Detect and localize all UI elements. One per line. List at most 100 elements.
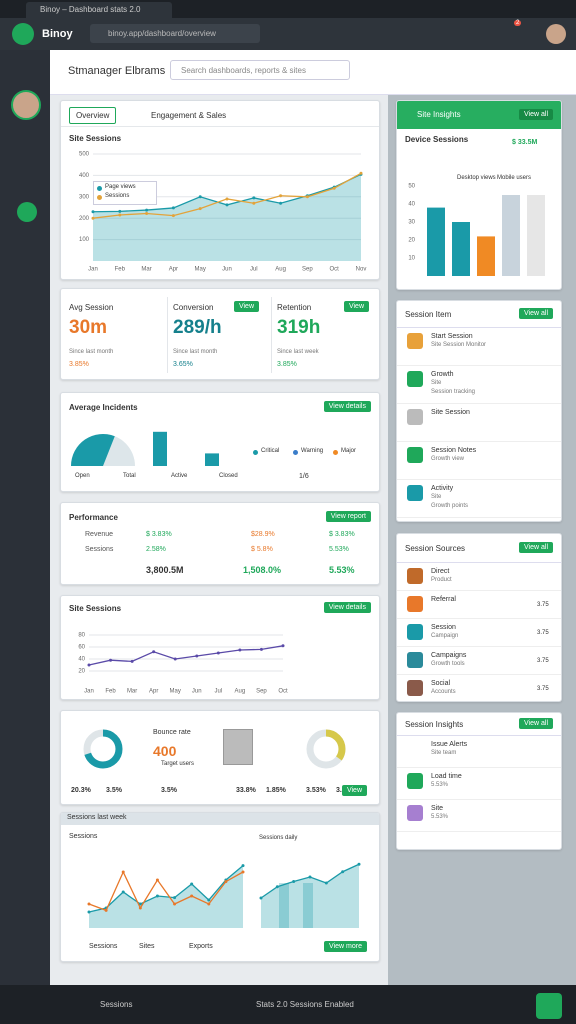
point (138, 902, 142, 906)
divider (61, 126, 379, 127)
point (279, 194, 283, 198)
icon (407, 568, 423, 584)
point (87, 663, 91, 667)
label: Growth view (431, 456, 465, 462)
icon (407, 652, 423, 668)
tab[interactable]: Binoy – Dashboard stats 2.0 (26, 2, 172, 18)
row-divider (397, 590, 561, 591)
area (89, 865, 243, 928)
profile[interactable] (11, 90, 41, 120)
label: Issue Alerts (431, 741, 468, 748)
x-tick-label: Sep (256, 689, 267, 695)
y-tick-label: 40 (408, 202, 415, 208)
gauge (71, 434, 115, 466)
point (145, 211, 149, 215)
button[interactable]: View details (323, 401, 371, 412)
bar (153, 431, 167, 466)
point (224, 880, 228, 884)
sources-card: Session Sources View all Direct Product Refe… (396, 533, 562, 702)
kpi-value: 289/h (173, 317, 222, 338)
point (241, 870, 245, 874)
bar (502, 195, 520, 276)
button[interactable]: View (343, 301, 369, 312)
button[interactable]: View (233, 301, 259, 312)
label: Referral (431, 596, 456, 603)
button[interactable]: View all (519, 718, 553, 729)
label: Site Insights (417, 110, 461, 119)
tab[interactable]: Engagement & Sales (151, 111, 227, 120)
label: Site (431, 494, 442, 500)
icon (407, 773, 423, 789)
label: Product (431, 577, 452, 583)
label: Sites (139, 943, 155, 950)
point (357, 862, 361, 866)
x-tick-label: Mar (127, 689, 137, 695)
point (121, 890, 125, 894)
label: 5.53% (329, 546, 349, 553)
row-divider (397, 674, 561, 675)
bar (279, 883, 289, 928)
label: 3.85% (277, 361, 297, 368)
avatar[interactable] (546, 24, 566, 44)
point (173, 902, 177, 906)
label: Mobile users (497, 175, 532, 181)
label: Sessions daily (259, 835, 298, 841)
point (241, 864, 245, 868)
y-tick-label: 500 (79, 152, 90, 158)
label: Growth tools (431, 661, 465, 667)
x-tick-label: Jan (88, 267, 98, 273)
page-title: Stmanager Elbrams (68, 65, 166, 77)
x-tick-label: Oct (278, 689, 288, 695)
active-nav[interactable] (17, 202, 37, 222)
label: Session tracking (431, 389, 476, 395)
point (145, 208, 149, 212)
logo[interactable] (12, 23, 34, 45)
label: Exports (189, 943, 213, 950)
point (341, 870, 345, 874)
chart (87, 862, 361, 928)
label: 3.75 (537, 658, 549, 664)
label: $ 3.83% (146, 531, 172, 538)
search-text: Search dashboards, reports & sites (181, 66, 306, 75)
button[interactable]: View all (519, 109, 553, 120)
row-divider (397, 831, 561, 832)
search[interactable]: Search dashboards, reports & sites (170, 60, 350, 80)
legend-swatch (253, 450, 258, 455)
button[interactable]: View more (324, 941, 367, 952)
x-tick-label: Feb (115, 267, 126, 273)
point (332, 186, 336, 190)
label: Load time (431, 773, 462, 780)
point (198, 207, 202, 211)
icon (407, 596, 423, 612)
button[interactable]: View (341, 785, 367, 796)
legend-swatch (293, 450, 298, 455)
point (155, 894, 159, 898)
icon (407, 447, 423, 463)
button[interactable]: View all (519, 308, 553, 319)
label: 2.58% (146, 546, 166, 553)
label: Bounce rate (153, 729, 191, 736)
url-bar[interactable]: binoy.app/dashboard/overview (90, 24, 260, 43)
footer-center: Stats 2.0 Sessions Enabled (256, 1000, 354, 1009)
sidebar (0, 50, 50, 985)
kpi-value: 319h (277, 317, 321, 338)
footer-bar: Sessions Stats 2.0 Sessions Enabled (0, 985, 576, 1024)
label: Session Item (405, 310, 452, 319)
line (88, 645, 284, 666)
button[interactable]: View report (325, 511, 371, 522)
point (207, 902, 211, 906)
label: Campaign (431, 633, 459, 639)
point (324, 881, 328, 885)
button[interactable]: View details (323, 602, 371, 613)
legend-swatch (333, 450, 338, 455)
point (195, 654, 199, 658)
x-tick-label: Sep (302, 267, 313, 273)
button[interactable]: View all (519, 542, 553, 553)
label: 3.5% (106, 787, 122, 794)
label: Accounts (431, 689, 456, 695)
label: 3.75 (537, 630, 549, 636)
action-button[interactable] (536, 993, 562, 1019)
tab[interactable]: Overview (69, 107, 117, 124)
label: Session Sources (405, 544, 466, 553)
